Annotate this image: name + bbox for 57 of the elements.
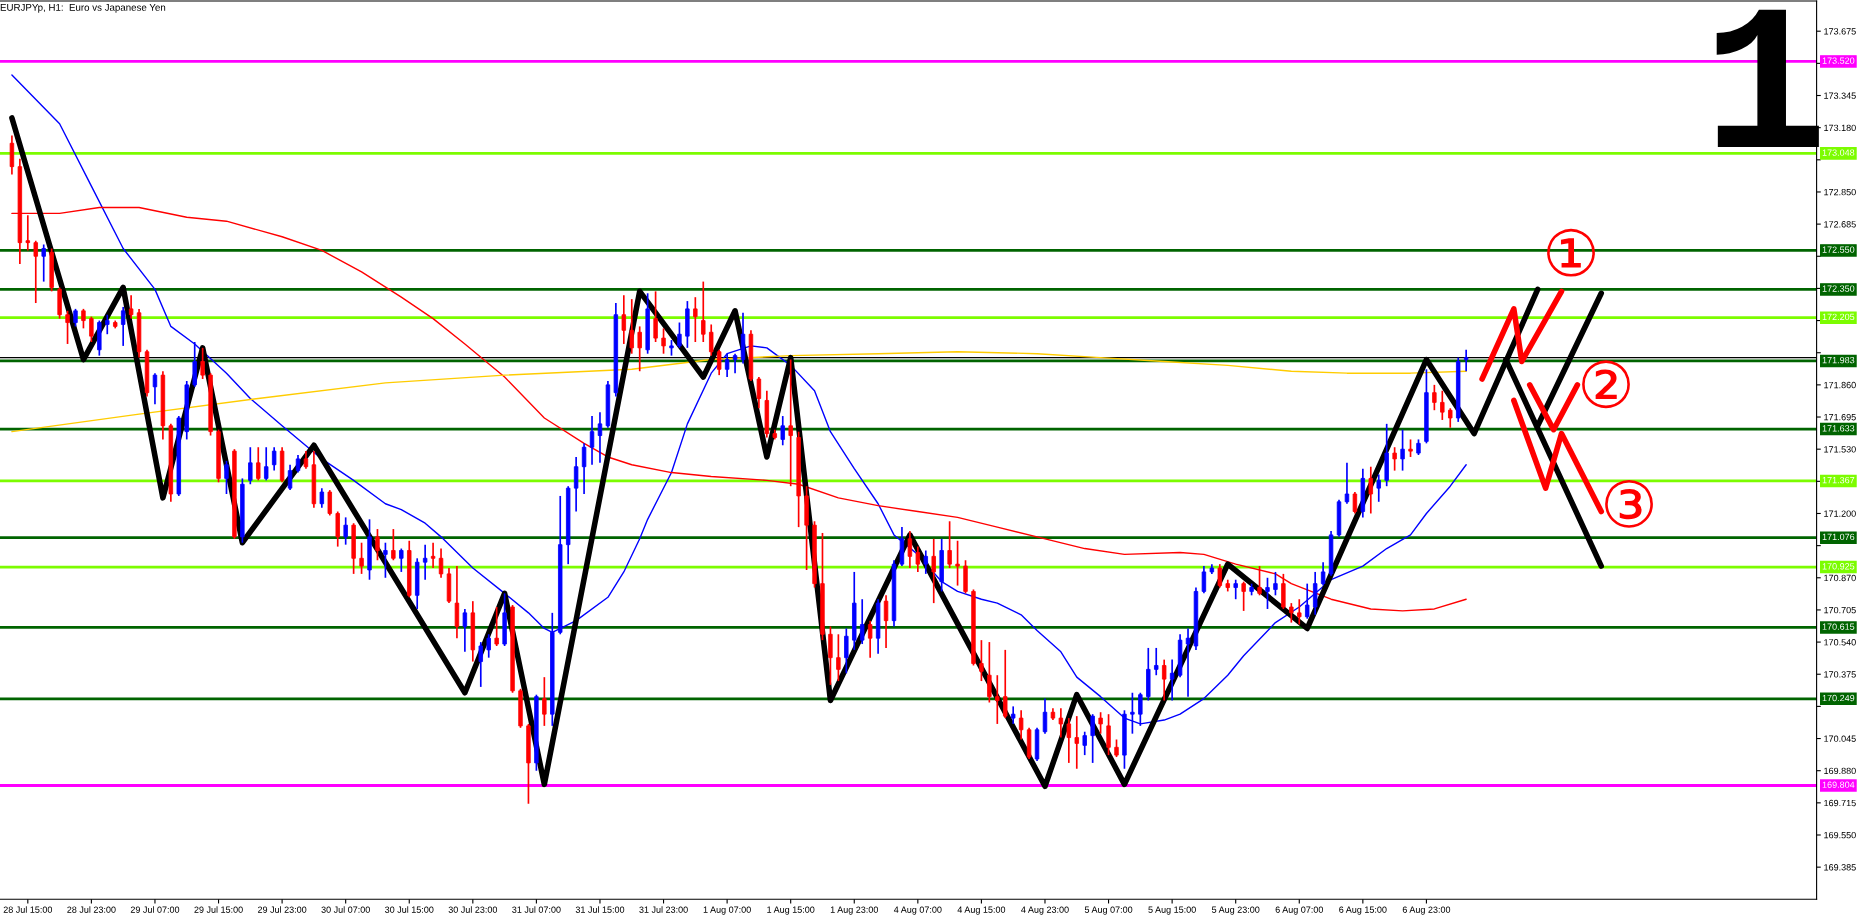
y-tick-label: 170.870	[1824, 574, 1856, 582]
chart-title: EURJPYp, H1: Euro vs Japanese Yen	[0, 4, 166, 13]
y-tick-label: 171.860	[1824, 381, 1856, 389]
x-tick-label: 4 Aug 15:00	[957, 906, 1006, 915]
y-tick-label: 170.375	[1824, 671, 1856, 678]
y-tick-label: 171.695	[1824, 413, 1856, 421]
ref-line-label: 172.205	[1822, 313, 1855, 321]
x-tick-label: 6 Aug 23:00	[1402, 906, 1451, 915]
y-tick-label: 170.540	[1824, 639, 1856, 646]
y-tick-label: 173.345	[1824, 92, 1856, 99]
x-tick-label: 1 Aug 15:00	[767, 906, 815, 915]
series-label: ③	[1605, 479, 1653, 528]
y-tick-label: 171.530	[1824, 446, 1856, 453]
ref-line-label: 172.350	[1822, 285, 1855, 292]
x-tick-label: 4 Aug 23:00	[1021, 906, 1069, 915]
x-tick-label: 31 Jul 15:00	[575, 906, 625, 913]
ref-line-label: 173.048	[1822, 149, 1855, 156]
ref-line-label: 173.520	[1822, 57, 1855, 64]
series-label: ②	[1582, 360, 1630, 409]
y-tick-label: 171.200	[1824, 510, 1856, 517]
y-tick-label: 169.715	[1824, 799, 1856, 807]
x-tick-label: 28 Jul 15:00	[3, 906, 53, 913]
ref-line-label: 169.804	[1822, 781, 1855, 788]
x-tick-label: 5 Aug 23:00	[1211, 906, 1260, 915]
y-tick-label: 169.880	[1824, 767, 1856, 775]
x-tick-label: 1 Aug 07:00	[703, 906, 751, 915]
ref-line-label: 171.367	[1822, 476, 1855, 484]
ref-line-label: 172.550	[1822, 246, 1855, 253]
y-tick-label: 169.385	[1824, 864, 1856, 871]
y-tick-label: 172.685	[1824, 221, 1856, 228]
x-tick-label: 29 Jul 15:00	[194, 906, 243, 913]
ref-line-label: 171.076	[1822, 533, 1855, 541]
y-tick-label: 173.180	[1824, 124, 1856, 132]
x-tick-label: 30 Jul 07:00	[321, 906, 370, 913]
x-tick-label: 1 Aug 23:00	[830, 906, 879, 915]
y-tick-label: 169.550	[1824, 831, 1856, 839]
x-tick-label: 31 Jul 23:00	[639, 906, 688, 913]
y-tick-label: 170.045	[1824, 735, 1856, 742]
x-tick-label: 31 Jul 07:00	[512, 906, 561, 913]
x-tick-label: 5 Aug 07:00	[1084, 906, 1133, 915]
ref-line-label: 170.249	[1822, 694, 1855, 702]
ref-line-label: 170.615	[1822, 623, 1855, 630]
x-tick-label: 28 Jul 23:00	[67, 906, 116, 913]
ref-line-label: 171.633	[1822, 425, 1855, 432]
y-tick-label: 172.850	[1824, 188, 1856, 196]
x-tick-label: 29 Jul 23:00	[257, 906, 307, 913]
y-tick-label: 173.675	[1824, 28, 1856, 35]
x-tick-label: 6 Aug 07:00	[1275, 906, 1324, 915]
y-tick-label: 170.705	[1824, 606, 1856, 614]
ref-line-label: 170.925	[1822, 563, 1855, 570]
ref-line-label: 171.983	[1822, 356, 1855, 364]
x-tick-label: 30 Jul 23:00	[448, 906, 498, 913]
x-tick-label: 29 Jul 07:00	[130, 906, 180, 913]
x-tick-label: 5 Aug 15:00	[1148, 906, 1196, 915]
x-tick-label: 4 Aug 07:00	[893, 906, 942, 915]
x-tick-label: 6 Aug 15:00	[1339, 906, 1387, 915]
x-tick-label: 30 Jul 15:00	[385, 906, 434, 913]
